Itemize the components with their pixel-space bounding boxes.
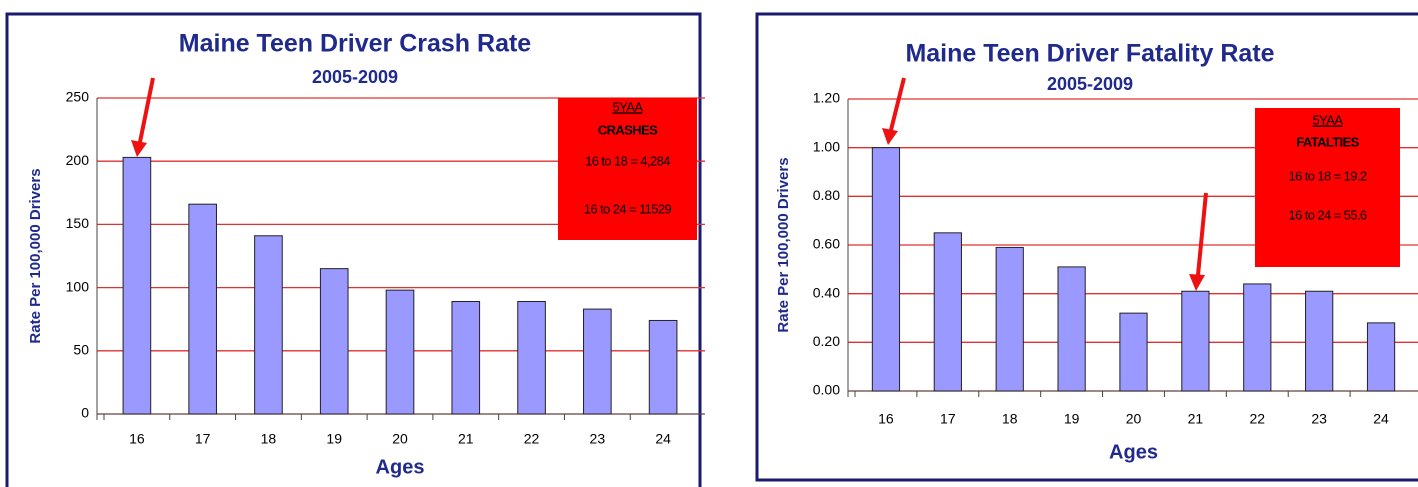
y-tick-label: 1.00 <box>813 138 840 154</box>
bar <box>995 246 1024 392</box>
bar <box>583 308 612 415</box>
panel-frame <box>755 12 1418 482</box>
x-axis-title: Ages <box>376 456 425 478</box>
y-tick-label: 0 <box>81 405 89 421</box>
arrow <box>889 77 906 131</box>
x-tick-label: 17 <box>940 411 956 427</box>
x-axis-title: Ages <box>1109 441 1158 463</box>
annotation-text: 5YAA <box>1313 112 1344 127</box>
bar <box>933 232 962 392</box>
x-tick-label: 23 <box>1311 411 1327 427</box>
y-tick-label: 1.20 <box>813 90 840 106</box>
arrows <box>131 77 1208 291</box>
chart-subtitle: 2005-2009 <box>312 67 398 87</box>
bar <box>122 156 152 415</box>
bar <box>1243 283 1272 392</box>
y-tick-label: 0.40 <box>813 284 840 300</box>
bar <box>188 203 217 415</box>
x-tick-label: 20 <box>1126 411 1142 427</box>
y-axis-title: Rate Per 100,000 Drivers <box>775 157 792 332</box>
x-tick-label: 21 <box>1188 411 1204 427</box>
bar <box>517 301 546 415</box>
y-tick-label: 250 <box>66 89 90 105</box>
x-tick-label: 24 <box>655 431 671 447</box>
bar <box>254 235 283 415</box>
annotation-text: FATALTIES <box>1296 134 1359 149</box>
x-tick-label: 18 <box>1002 411 1018 427</box>
bar <box>871 147 901 392</box>
annotation-text: 16 to 18 = 19.2 <box>1288 168 1366 183</box>
y-tick-label: 0.60 <box>813 236 840 252</box>
y-axis-title: Rate Per 100,000 Drivers <box>27 168 44 343</box>
x-tick-label: 20 <box>392 431 408 447</box>
y-tick-label: 200 <box>66 152 90 168</box>
x-tick-label: 19 <box>1064 411 1080 427</box>
arrow-head <box>1189 274 1205 291</box>
bar <box>1305 290 1334 392</box>
bar <box>1057 266 1086 392</box>
annotation-text: 16 to 24 = 11529 <box>584 201 672 216</box>
y-tick-label: 0.20 <box>813 333 840 349</box>
x-tick-label: 18 <box>261 431 277 447</box>
bar <box>451 301 481 415</box>
x-tick-label: 24 <box>1373 411 1389 427</box>
annotation-text: 16 to 24 = 55.6 <box>1288 207 1366 222</box>
bar <box>385 289 415 415</box>
x-tick-label: 17 <box>195 431 211 447</box>
y-tick-label: 0.80 <box>813 187 840 203</box>
y-tick-label: 150 <box>66 215 90 231</box>
arrow <box>1196 192 1208 276</box>
annotation-text: CRASHES <box>598 122 658 137</box>
x-tick-label: 22 <box>1249 411 1265 427</box>
annotation-text: 5YAA <box>613 99 644 114</box>
y-tick-label: 100 <box>66 278 90 294</box>
x-tick-label: 21 <box>458 431 474 447</box>
x-tick-label: 16 <box>878 411 894 427</box>
y-tick-label: 50 <box>73 342 89 358</box>
arrow-head <box>131 140 147 157</box>
bar <box>319 268 349 415</box>
x-tick-label: 19 <box>326 431 342 447</box>
x-tick-label: 16 <box>129 431 145 447</box>
panel-frame <box>5 12 702 487</box>
annotation-box <box>1255 108 1400 267</box>
bar <box>1181 290 1210 392</box>
bar <box>648 319 678 415</box>
y-tick-label: 0.00 <box>813 382 840 398</box>
chart-title: Maine Teen Driver Fatality Rate <box>905 40 1274 68</box>
bar <box>1119 312 1148 392</box>
arrow-head <box>882 128 898 145</box>
arrow <box>138 77 155 143</box>
annotation-text: 16 to 18 = 4,284 <box>585 153 670 168</box>
chart-subtitle: 2005-2009 <box>1047 74 1133 94</box>
x-tick-label: 22 <box>524 431 540 447</box>
chart-title: Maine Teen Driver Crash Rate <box>179 30 532 58</box>
bar <box>1366 322 1396 392</box>
annotation-box <box>558 98 697 240</box>
x-tick-label: 23 <box>590 431 606 447</box>
